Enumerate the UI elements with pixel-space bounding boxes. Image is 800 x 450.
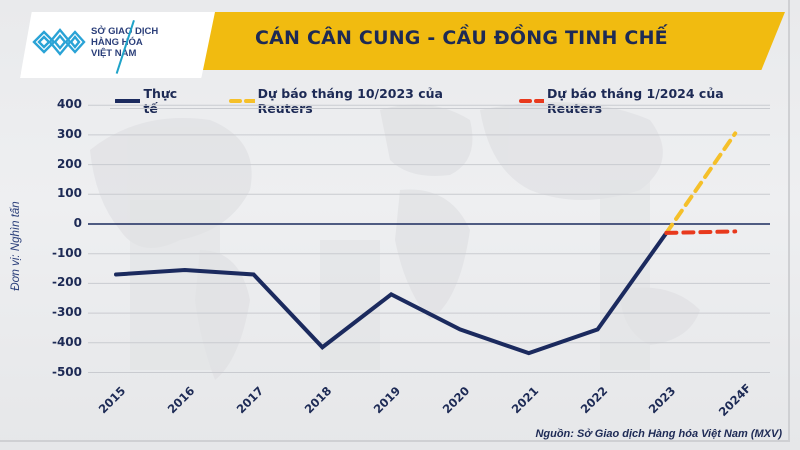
y-tick-label: 0: [73, 216, 82, 230]
legend-dashed-red-icon: [518, 99, 545, 103]
y-tick-label: -500: [51, 364, 82, 379]
mxv-logo-icon: [32, 28, 86, 56]
series-lines: [114, 131, 738, 356]
title-banner: [195, 12, 785, 70]
y-tick-label: -200: [51, 275, 82, 290]
series-line-0: [114, 230, 669, 356]
logo-text: SỞ GIAO DỊCH HÀNG HÓA VIỆT NAM: [91, 26, 158, 59]
y-tick-label: 300: [56, 126, 82, 141]
frame-border-bottom: [0, 440, 790, 442]
logo-line-1: SỞ GIAO DỊCH: [91, 26, 159, 37]
series-line-2: [664, 229, 738, 235]
legend-dashed-yellow-icon: [229, 99, 255, 103]
logo-line-2: HÀNG HÓA: [91, 37, 143, 48]
y-tick-label: -300: [51, 305, 82, 320]
logo-line-3: VIỆT NAM: [91, 48, 137, 59]
source-note: Nguồn: Sở Giao dịch Hàng hóa Việt Nam (M…: [535, 428, 782, 440]
series-line-1: [664, 131, 738, 235]
y-tick-label: -100: [51, 245, 82, 260]
legend-solid-line-icon: [115, 99, 141, 103]
y-tick-label: 100: [56, 186, 82, 201]
legend-divider: [110, 108, 770, 109]
y-tick-label: 200: [56, 156, 82, 171]
y-tick-label: 400: [56, 97, 82, 112]
frame-border-right: [788, 0, 790, 440]
y-tick-label: -400: [51, 334, 82, 349]
gridlines: [88, 104, 770, 373]
chart-title: CÁN CÂN CUNG - CẦU ĐỒNG TINH CHẾ: [255, 27, 668, 49]
